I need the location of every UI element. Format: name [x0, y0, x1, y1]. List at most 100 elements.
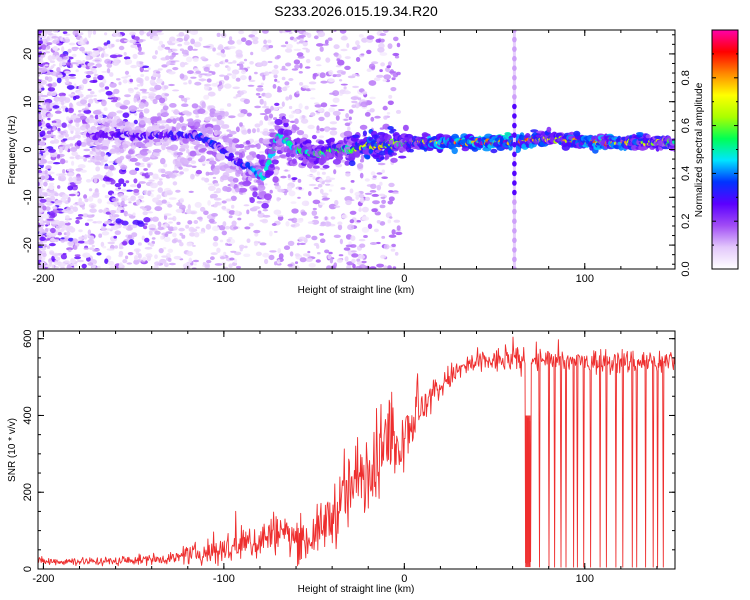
noise-blob	[94, 59, 101, 62]
noise-blob	[101, 70, 108, 73]
noise-blob	[347, 126, 351, 132]
noise-blob	[217, 85, 222, 92]
noise-blob	[119, 38, 128, 44]
noise-blob	[157, 180, 164, 186]
noise-blob	[104, 32, 108, 36]
noise-blob	[284, 30, 292, 33]
noise-blob	[190, 76, 197, 79]
noise-blob	[385, 67, 390, 73]
noise-blob	[244, 245, 248, 249]
noise-blob	[45, 165, 52, 170]
noise-blob	[315, 56, 321, 61]
noise-blob	[372, 175, 377, 179]
noise-blob	[164, 233, 169, 238]
noise-blob	[178, 166, 183, 170]
noise-blob	[91, 244, 95, 248]
noise-blob	[273, 230, 278, 233]
noise-blob	[198, 36, 203, 42]
noise-blob	[68, 193, 76, 197]
spectrogram-x-axis-label: Height of straight line (km)	[298, 285, 415, 296]
noise-blob	[277, 215, 284, 221]
ridge-blob	[504, 132, 512, 136]
ridge-blob	[282, 118, 290, 124]
noise-blob	[168, 63, 176, 66]
noise-blob	[332, 110, 341, 116]
noise-blob	[223, 266, 229, 269]
noise-blob	[195, 226, 200, 229]
noise-blob	[163, 236, 171, 243]
noise-blob	[284, 169, 289, 172]
noise-blob	[360, 53, 365, 56]
noise-blob	[288, 114, 294, 119]
noise-blob	[248, 79, 256, 82]
noise-blob	[89, 208, 97, 213]
noise-blob	[81, 108, 89, 111]
noise-blob	[324, 128, 330, 133]
spike-dot	[512, 132, 517, 138]
noise-blob	[281, 65, 286, 70]
noise-blob	[178, 227, 185, 232]
ridge-blob	[125, 154, 132, 160]
noise-blob	[377, 162, 386, 166]
noise-blob	[150, 182, 158, 189]
noise-blob	[188, 226, 195, 232]
noise-blob	[47, 87, 56, 92]
noise-blob	[193, 41, 202, 48]
noise-blob	[296, 90, 300, 95]
ridge-blob	[639, 146, 649, 151]
noise-blob	[276, 106, 283, 109]
noise-blob	[91, 193, 100, 198]
noise-blob	[252, 206, 261, 210]
spike-dot	[512, 218, 517, 224]
noise-blob	[348, 241, 352, 246]
noise-blob	[307, 124, 315, 130]
ridge-blob	[305, 139, 312, 145]
noise-blob	[316, 125, 320, 132]
noise-blob	[172, 170, 180, 174]
noise-blob	[313, 242, 319, 247]
noise-blob	[38, 209, 43, 213]
noise-blob	[332, 90, 340, 97]
ridge-blob	[368, 137, 374, 141]
noise-blob	[100, 88, 106, 92]
noise-blob	[171, 48, 178, 52]
ridge-blob	[88, 98, 94, 104]
noise-blob	[351, 46, 358, 51]
noise-blob	[192, 244, 196, 247]
noise-blob	[217, 46, 224, 51]
noise-blob	[38, 95, 41, 101]
ridge-blob	[263, 193, 272, 201]
noise-blob	[307, 250, 311, 254]
noise-blob	[161, 44, 166, 48]
noise-blob	[48, 182, 55, 186]
noise-blob	[376, 74, 384, 78]
noise-blob	[350, 180, 355, 183]
noise-blob	[359, 172, 364, 179]
ridge-blob	[182, 137, 189, 144]
noise-blob	[41, 44, 47, 50]
noise-blob	[96, 252, 102, 256]
noise-blob	[167, 257, 172, 262]
noise-blob	[343, 118, 349, 122]
ridge-blob	[189, 150, 197, 157]
noise-blob	[93, 76, 97, 81]
noise-blob	[277, 259, 281, 265]
noise-blob	[348, 109, 354, 114]
noise-blob	[44, 30, 53, 34]
noise-blob	[260, 82, 264, 86]
noise-blob	[345, 113, 349, 119]
noise-blob	[316, 130, 320, 134]
noise-blob	[110, 201, 118, 205]
noise-blob	[144, 246, 153, 250]
ridge-blob	[573, 130, 581, 137]
noise-blob	[212, 176, 217, 179]
noise-blob	[255, 87, 264, 92]
noise-blob	[99, 82, 105, 88]
noise-blob	[370, 171, 376, 176]
noise-blob	[340, 83, 348, 86]
ridge-blob	[451, 133, 459, 140]
noise-blob	[87, 88, 92, 91]
noise-blob	[155, 71, 161, 74]
noise-blob	[45, 206, 51, 212]
